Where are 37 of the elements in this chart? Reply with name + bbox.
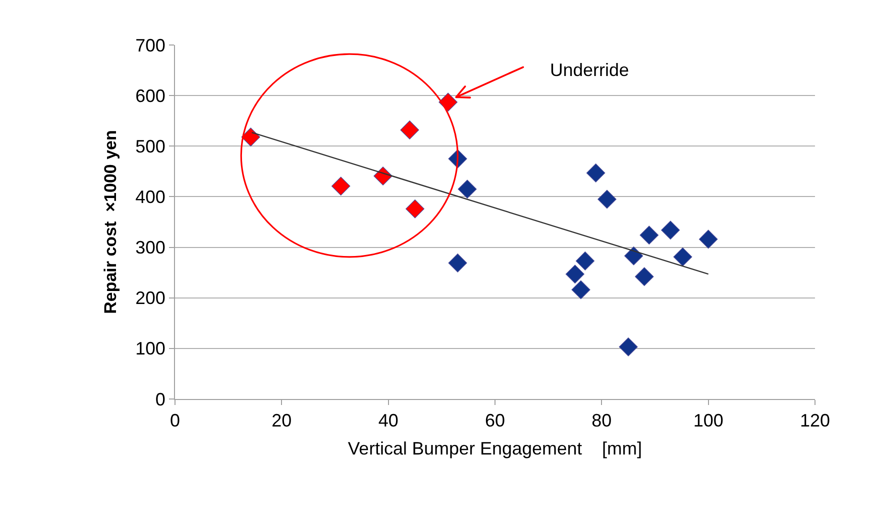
x-tick-label: 80: [592, 410, 612, 431]
point: [576, 252, 595, 270]
x-axis-title: Vertical Bumper Engagement [mm]: [348, 438, 642, 459]
point: [458, 180, 477, 199]
point: [586, 164, 606, 182]
y-tick-label: 0: [155, 389, 166, 410]
point: [661, 220, 680, 240]
annotation: Underride: [550, 60, 630, 80]
point: [624, 246, 644, 266]
point: [331, 176, 350, 196]
point: [241, 128, 260, 146]
point: [673, 247, 692, 266]
point: [571, 280, 590, 300]
point: [566, 264, 584, 284]
point: [448, 254, 468, 272]
y-tick-label: 500: [135, 136, 166, 156]
y-tick-label: 100: [135, 338, 166, 359]
y-tick-label: 200: [135, 288, 166, 308]
x-tick-label: 120: [800, 410, 830, 431]
x-tick-label: 20: [272, 410, 292, 431]
point: [698, 230, 718, 249]
point: [406, 199, 424, 218]
x-tick-label: 40: [378, 410, 398, 431]
y-axis-title: Repair cost ×1000 yen: [100, 130, 120, 314]
point: [634, 267, 654, 286]
point: [438, 92, 458, 112]
x-tick-label: 100: [693, 410, 724, 431]
point: [640, 226, 659, 245]
x-tick-label: 60: [484, 410, 506, 431]
point: [598, 190, 616, 209]
point: [400, 120, 420, 140]
x-tick-label: 0: [170, 410, 180, 431]
y-tick-label: 400: [135, 187, 166, 208]
point: [618, 338, 638, 356]
y-tick-label: 700: [135, 35, 166, 56]
y-tick-label: 600: [135, 86, 166, 106]
y-tick-label: 300: [135, 238, 166, 258]
